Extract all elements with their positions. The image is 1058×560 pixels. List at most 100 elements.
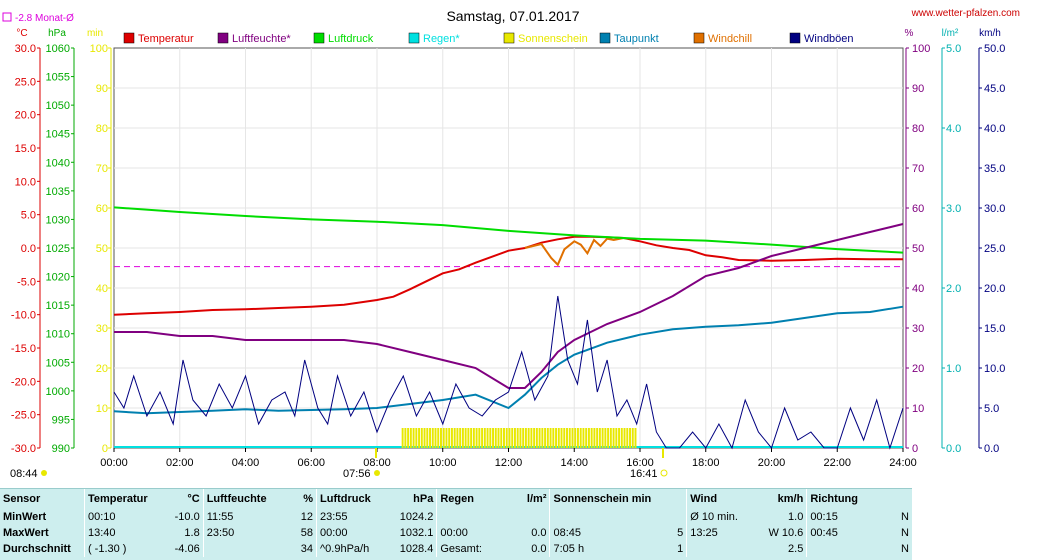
temperature-tick-label: -25.0 [11, 410, 36, 422]
pressure-tick-label: 1030 [46, 214, 70, 226]
pressure-tick-label: 995 [52, 414, 70, 426]
header-wind: Wind [686, 489, 752, 509]
sunshine-bar [492, 428, 495, 448]
unit-wind: km/h [979, 28, 1001, 39]
sunshine_min-tick-label: 30 [96, 323, 108, 335]
wind-tick-label: 0.0 [984, 443, 999, 455]
legend-label: Temperatur [138, 33, 194, 45]
sunrise-time: 08:44 [10, 468, 38, 480]
hum-value: 34 [300, 543, 314, 555]
sunshine-bar [472, 428, 475, 448]
sunshine_min-tick-label: 60 [96, 203, 108, 215]
temperature-tick-label: 20.0 [15, 110, 36, 122]
sunshine-bar [598, 428, 601, 448]
sunshine-bar [629, 428, 631, 448]
temp-value: -4.06 [174, 543, 200, 555]
legend-swatch [503, 32, 515, 44]
sunshine-bar [486, 428, 489, 448]
sunshine-bar [459, 428, 462, 448]
legend-swatch [123, 32, 135, 44]
website-link[interactable]: www.wetter-pfalzen.com [911, 8, 1020, 19]
sunshine-bar [549, 428, 552, 448]
pressure-tick-label: 1010 [46, 329, 70, 341]
press-value: 1024.2 [399, 511, 434, 523]
wind-tick-label: 15.0 [984, 323, 1005, 335]
sunshine-bar [530, 428, 533, 448]
hum-time: 11:55 [202, 509, 285, 525]
sunshine-bar [437, 428, 440, 448]
sun-value: 1 [677, 543, 684, 555]
sunshine-bar [470, 428, 473, 448]
temp-time: 13:40 [83, 525, 160, 541]
hum-time [202, 541, 285, 557]
humidity-tick-label: 10 [912, 403, 924, 415]
legend-swatch [217, 32, 229, 44]
rain-tick-label: 0.0 [946, 443, 961, 455]
row-label: MaxWert [3, 527, 49, 539]
wind-tick-label: 45.0 [984, 83, 1005, 95]
legend-swatch [408, 32, 420, 44]
x-tick-label: 12:00 [495, 457, 523, 469]
sunshine-bar [453, 428, 456, 448]
sunshine-bar [415, 428, 418, 448]
press-time: 23:55 [316, 509, 392, 525]
sunshine-bar [431, 428, 434, 448]
sunshine-bar [555, 428, 558, 448]
sunshine-bar [620, 428, 623, 448]
sunshine_min-tick-label: 90 [96, 83, 108, 95]
sunshine_min-tick-label: 50 [96, 243, 108, 255]
sunshine-bar [615, 428, 618, 448]
temperature-tick-label: -15.0 [11, 343, 36, 355]
unit-min: min [87, 28, 103, 39]
series-taupunkt [113, 305, 904, 415]
sunshine-bar [527, 428, 530, 448]
sunshine-bar [505, 428, 508, 448]
series-windb-en [113, 295, 904, 450]
axes: 30.0 25.0 20.0 15.0 10.0 5.0 0.0 -5.0 -10.0 -15.0… [11, 43, 1006, 469]
sunshine_min-tick-label: 40 [96, 283, 108, 295]
humidity-tick-label: 50 [912, 243, 924, 255]
rain-time: Gesamt: [436, 541, 507, 557]
rain-tick-label: 1.0 [946, 363, 961, 375]
sunset-time: 16:41 [630, 468, 658, 480]
sunshine-bar [481, 428, 484, 448]
wind-value: 2.5 [788, 543, 804, 555]
temperature-tick-label: 25.0 [15, 76, 36, 88]
sunshine_min-tick-label: 10 [96, 403, 108, 415]
x-tick-label: 22:00 [823, 457, 851, 469]
wind-time [686, 541, 752, 557]
legend-label: Regen* [423, 33, 460, 45]
sunshine-bar [494, 428, 497, 448]
humidity-tick-label: 20 [912, 363, 924, 375]
pressure-tick-label: 1015 [46, 300, 70, 312]
sunshine-bar [409, 428, 412, 448]
legend-label: Luftdruck [328, 33, 374, 45]
sunshine-bar [508, 428, 511, 448]
sunshine-bar [461, 428, 464, 448]
temperature-tick-label: 5.0 [21, 210, 36, 222]
sunshine-bar [582, 428, 585, 448]
temp-time: 00:10 [83, 509, 160, 525]
sunshine-bar [497, 428, 500, 448]
x-tick-label: 14:00 [560, 457, 588, 469]
sun-time [549, 509, 655, 525]
sunset-icon [660, 469, 668, 477]
temperature-tick-label: -30.0 [11, 443, 36, 455]
rain-value: 0.0 [531, 543, 547, 555]
wind-value: W 10.6 [768, 527, 804, 539]
temperature-tick-label: 10.0 [15, 176, 36, 188]
row-label: MinWert [3, 511, 47, 523]
sunshine-bar [557, 428, 560, 448]
stats-row-average: Durchschnitt ( -1.30 ) -4.06 34 ^0.9hPa/… [0, 541, 912, 557]
stats-header-row: Sensor Temperatur °C Luftfeuchte % Luftd… [0, 489, 912, 509]
sunshine-bar [579, 428, 582, 448]
sunshine-bar [634, 428, 637, 448]
press-time: ^0.9hPa/h [316, 541, 392, 557]
x-tick-label: 00:00 [100, 457, 128, 469]
sunshine-bar [420, 428, 423, 448]
pressure-tick-label: 1050 [46, 100, 70, 112]
humidity-tick-label: 40 [912, 283, 924, 295]
rain-tick-label: 5.0 [946, 43, 961, 55]
sunshine-bar [626, 428, 629, 448]
wind-value: 1.0 [788, 511, 804, 523]
